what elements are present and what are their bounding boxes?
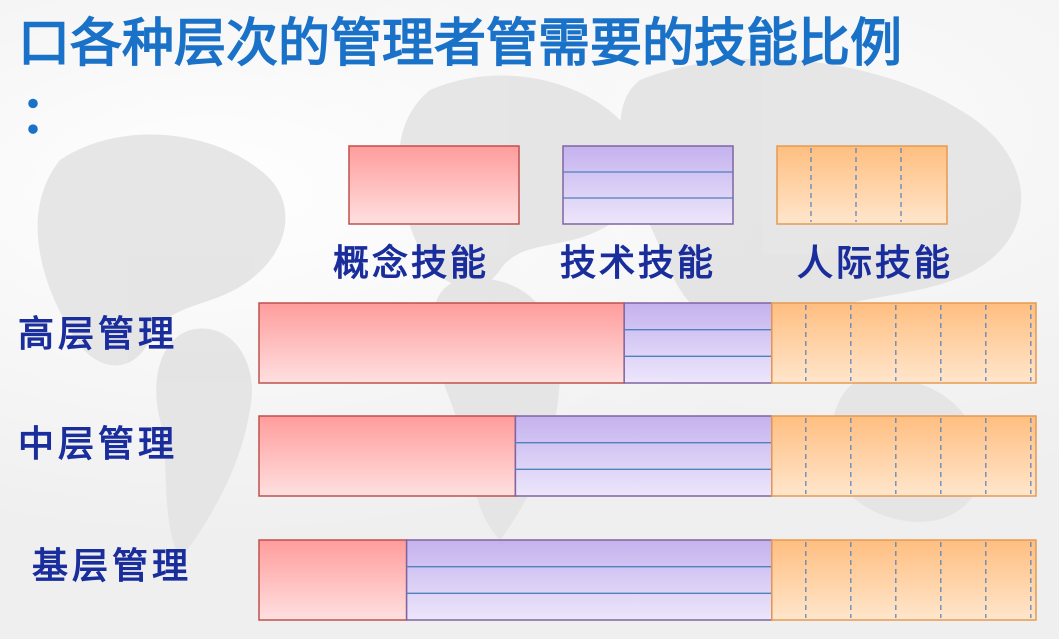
bars	[258, 302, 1037, 621]
bar-row-1-segment-2-rect	[623, 302, 773, 384]
bar-row-3-segment-2-rect	[405, 539, 773, 621]
bar-row-3	[258, 539, 1037, 621]
legend-swatch-3	[776, 145, 948, 225]
bar-row-3-segment-3-rect	[771, 539, 1037, 621]
bar-row-3-segment-1-rect	[258, 539, 408, 621]
legend-label-3: 人际技能	[797, 242, 954, 284]
legend-label-1: 概念技能	[333, 242, 490, 284]
legend	[348, 145, 948, 225]
legend-swatch-2-rect	[562, 145, 734, 225]
bar-row-3-segment-1	[258, 539, 408, 621]
title-suffix: ：	[20, 86, 73, 146]
bar-row-2-segment-3-rect	[771, 415, 1037, 497]
bar-row-1-segment-2	[623, 302, 773, 384]
bar-row-1-segment-3	[771, 302, 1037, 384]
bar-row-1-segment-3-rect	[771, 302, 1037, 384]
page-title: 口各种层次的管理者管需要的技能比例	[18, 14, 903, 74]
row-label-1: 高层管理	[18, 313, 179, 355]
bar-row-2-segment-3	[771, 415, 1037, 497]
bar-row-3-segment-2	[405, 539, 773, 621]
legend-swatch-2	[562, 145, 734, 225]
bar-row-2-segment-2-rect	[514, 415, 773, 497]
bar-row-2-segment-2	[514, 415, 773, 497]
legend-swatch-1-rect	[348, 145, 520, 225]
bar-row-1-segment-1	[258, 302, 625, 384]
legend-label-2: 技术技能	[560, 242, 717, 284]
bar-row-2-segment-1-rect	[258, 415, 517, 497]
bar-row-3-segment-3	[771, 539, 1037, 621]
legend-swatch-3-rect	[776, 145, 948, 225]
row-label-2: 中层管理	[18, 423, 179, 465]
bar-row-1-segment-1-rect	[258, 302, 625, 384]
bar-row-2	[258, 415, 1037, 497]
bar-row-2-segment-1	[258, 415, 517, 497]
row-label-3: 基层管理	[32, 545, 193, 587]
legend-swatch-1	[348, 145, 520, 225]
bar-row-1	[258, 302, 1037, 384]
